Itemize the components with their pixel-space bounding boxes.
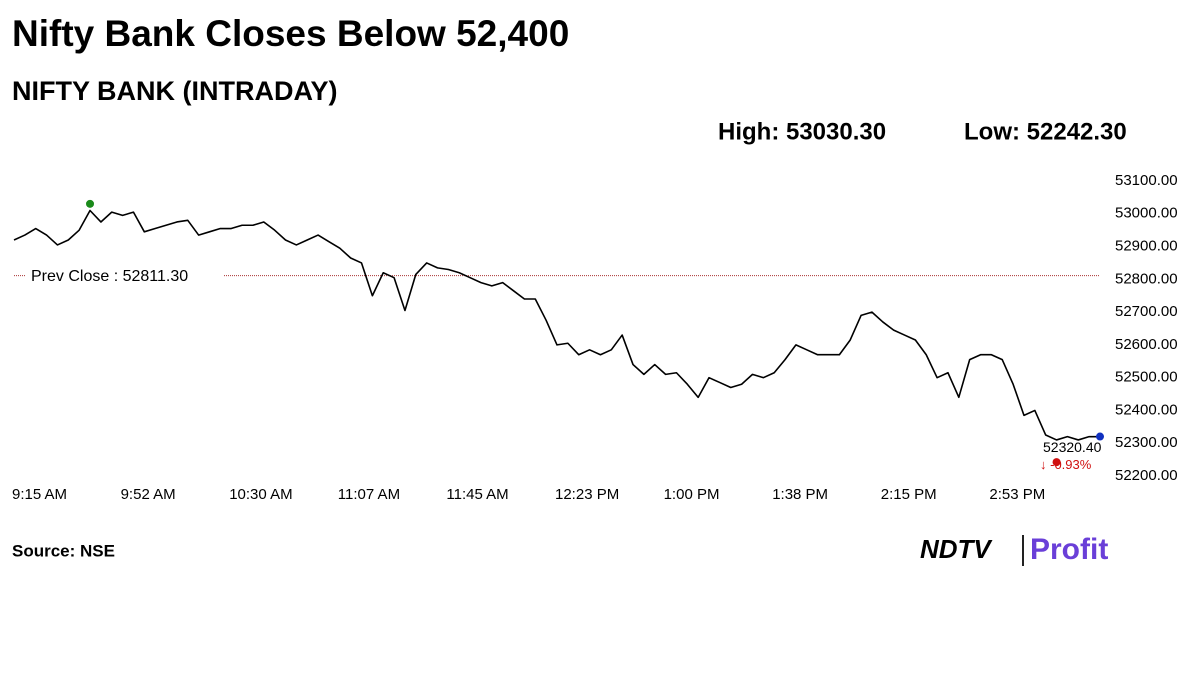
y-tick-label: 52300.00 (1115, 434, 1178, 451)
y-tick-label: 52600.00 (1115, 336, 1178, 353)
x-tick-label: 11:45 AM (446, 486, 508, 503)
y-tick-label: 52200.00 (1115, 467, 1178, 484)
source: Source: NSE (12, 541, 115, 560)
prev-close-bg (26, 264, 224, 287)
chart-title: Nifty Bank Closes Below 52,400 (12, 13, 569, 54)
change-label: ↓ -0.93% (1040, 457, 1092, 472)
x-tick-label: 1:00 PM (664, 486, 720, 503)
price-line (13, 209, 1100, 441)
y-tick-label: 53100.00 (1115, 172, 1178, 189)
x-tick-label: 9:52 AM (121, 486, 176, 503)
x-tick-label: 11:07 AM (338, 486, 400, 503)
chart-subtitle: NIFTY BANK (INTRADAY) (12, 76, 338, 106)
x-tick-label: 2:15 PM (881, 486, 937, 503)
logo-ndtv: NDTV (920, 534, 993, 564)
y-tick-label: 52700.00 (1115, 303, 1178, 320)
x-tick-label: 12:23 PM (555, 486, 619, 503)
y-tick-label: 52900.00 (1115, 238, 1178, 255)
y-tick-label: 52500.00 (1115, 369, 1178, 386)
high-marker (86, 199, 95, 208)
y-tick-label: 52400.00 (1115, 401, 1178, 418)
x-tick-label: 1:38 PM (772, 486, 828, 503)
y-tick-label: 53000.00 (1115, 205, 1178, 222)
y-tick-label: 52800.00 (1115, 270, 1178, 287)
x-tick-label: 2:53 PM (989, 486, 1045, 503)
logo-profit: Profit (1030, 533, 1108, 566)
low-label: Low: 52242.30 (964, 118, 1127, 145)
high-label: High: 53030.30 (718, 118, 886, 145)
last-value-label: 52320.40 (1043, 439, 1102, 455)
low-marker (1052, 458, 1061, 467)
prev-close-label: Prev Close : 52811.30 (31, 268, 188, 285)
x-tick-label: 9:15 AM (12, 486, 67, 503)
x-tick-label: 10:30 AM (229, 486, 292, 503)
last-marker (1096, 432, 1104, 441)
